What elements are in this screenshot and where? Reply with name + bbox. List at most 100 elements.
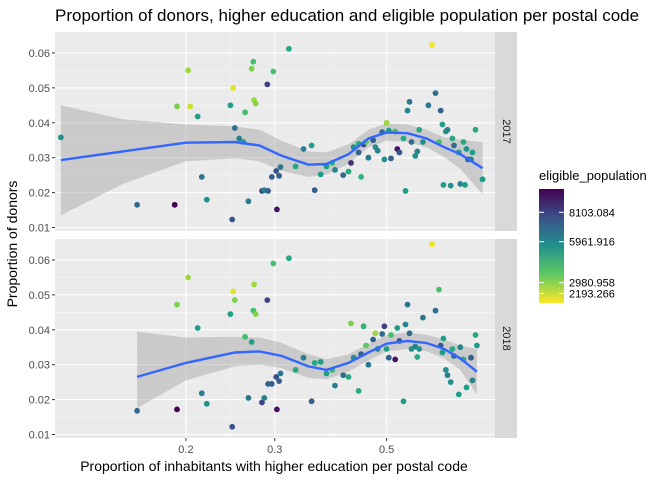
data-point <box>198 174 205 180</box>
data-point <box>340 172 347 179</box>
data-point <box>463 146 470 152</box>
data-point <box>392 356 399 363</box>
data-point <box>425 102 432 109</box>
y-tick-label: 0.05 <box>29 83 50 95</box>
y-tick-label: 0.04 <box>29 325 50 337</box>
data-point <box>406 98 413 105</box>
data-point <box>274 406 280 413</box>
x-tick-label: 0.3 <box>267 444 282 456</box>
y-tick-label: 0.01 <box>29 430 50 442</box>
data-point <box>323 370 330 377</box>
data-point <box>365 154 372 161</box>
data-point <box>472 126 479 133</box>
data-point <box>300 146 307 152</box>
data-point <box>229 423 236 430</box>
data-point <box>292 163 299 170</box>
facet-strip <box>495 239 517 438</box>
data-point <box>416 346 423 352</box>
data-point <box>261 395 268 401</box>
data-point <box>345 168 352 175</box>
data-point <box>360 323 367 330</box>
facets-layer: 0.01 0.02 0.03 0.04 0.05 0.06 2017 0.01 0.02 0.03… <box>29 32 517 456</box>
data-point <box>451 142 457 149</box>
y-tick-label: 0.06 <box>29 48 50 60</box>
data-point <box>468 354 474 361</box>
data-point <box>245 198 252 205</box>
data-point <box>311 187 318 194</box>
data-point <box>230 85 237 91</box>
data-point <box>265 188 271 194</box>
data-point <box>444 126 451 133</box>
data-point <box>134 201 141 208</box>
data-point <box>406 330 413 337</box>
data-point <box>286 45 292 52</box>
data-point <box>355 388 362 394</box>
data-point <box>379 331 386 337</box>
facet-strip-label: 2017 <box>500 119 512 143</box>
data-point <box>355 149 362 156</box>
data-point <box>412 153 419 159</box>
data-point <box>270 68 277 75</box>
data-point <box>227 102 234 109</box>
data-point <box>231 297 238 303</box>
data-point <box>274 206 280 213</box>
y-tick-label: 0.05 <box>29 290 50 302</box>
data-point <box>340 372 347 379</box>
data-point <box>276 172 282 179</box>
data-point <box>381 323 388 330</box>
data-point <box>432 307 439 314</box>
y-tick-label: 0.03 <box>29 360 50 372</box>
data-point <box>230 288 237 295</box>
y-tick-label: 0.01 <box>29 223 50 235</box>
data-point <box>270 260 277 267</box>
data-point <box>404 301 411 308</box>
x-tick-label: 0.5 <box>379 444 394 456</box>
facet-strip <box>495 32 517 231</box>
data-point <box>185 274 192 281</box>
data-point <box>449 135 456 142</box>
data-point <box>447 182 454 189</box>
data-point <box>174 406 180 413</box>
data-point <box>444 372 451 379</box>
legend-tick-label: 8103.084 <box>569 207 615 219</box>
data-point <box>439 349 446 356</box>
smooth-trend-line <box>60 131 484 170</box>
data-point <box>242 333 249 340</box>
data-point <box>268 174 275 180</box>
data-point <box>372 330 379 337</box>
data-point <box>171 201 178 208</box>
y-tick-label: 0.02 <box>29 188 50 200</box>
data-point <box>227 311 234 317</box>
data-point <box>363 342 369 349</box>
data-point <box>248 339 255 345</box>
data-point <box>388 332 394 338</box>
data-point <box>252 311 259 317</box>
data-point <box>174 103 180 110</box>
data-point <box>273 168 280 174</box>
y-tick-label: 0.03 <box>29 153 50 165</box>
data-point <box>469 149 476 156</box>
data-point <box>383 346 390 352</box>
data-point <box>187 103 194 110</box>
data-point <box>394 325 401 331</box>
data-point <box>463 384 470 391</box>
data-point <box>402 321 409 328</box>
data-point <box>248 65 255 72</box>
facet-panel-2018: 0.01 0.02 0.03 0.04 0.05 0.06 2018 <box>29 239 517 442</box>
data-point <box>358 174 364 180</box>
legend-title: eligible_population <box>539 168 647 183</box>
y-tick-label: 0.02 <box>29 395 50 407</box>
data-point <box>416 126 423 133</box>
confidence-band <box>60 105 483 216</box>
legend-tick-label: 5961.916 <box>569 237 615 249</box>
data-point <box>277 370 284 377</box>
facet-strip-label: 2018 <box>500 326 512 350</box>
y-axis-title: Proportion of donors <box>4 181 20 308</box>
data-point <box>439 121 446 128</box>
data-point <box>442 367 449 373</box>
data-point <box>264 297 271 303</box>
data-point <box>134 407 141 414</box>
data-point <box>273 374 280 380</box>
data-point <box>245 395 252 401</box>
